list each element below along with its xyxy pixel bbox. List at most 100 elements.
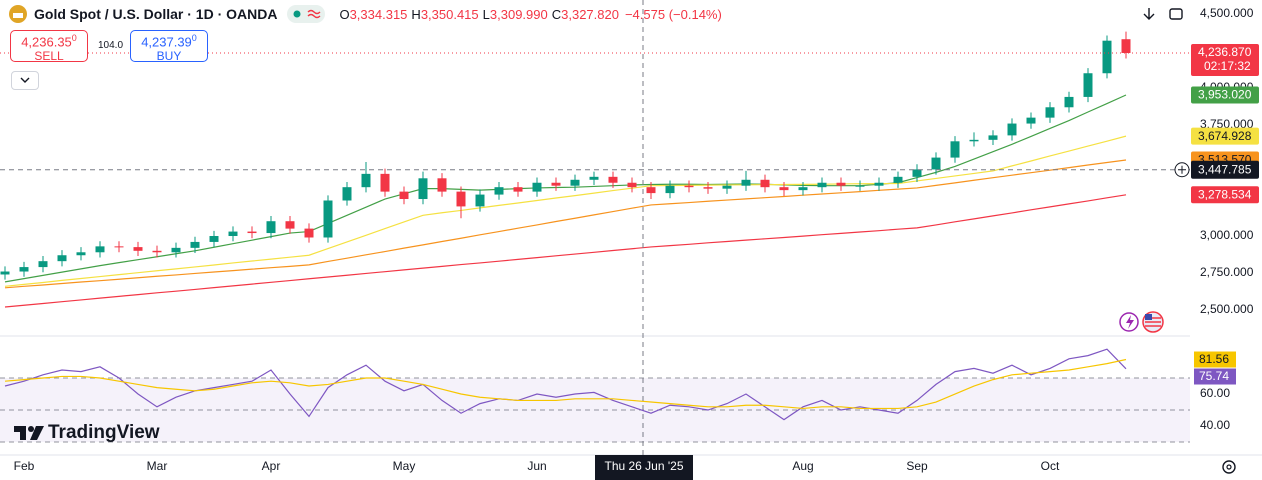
candle-body (380, 173, 390, 192)
candle-body (1121, 39, 1131, 53)
brand-dot (28, 426, 34, 432)
candle-body (0, 271, 10, 275)
x-tick-label: Feb (14, 459, 35, 473)
ma-value-label: 3,953.020 (1198, 88, 1252, 102)
approx-glyph (307, 9, 321, 19)
ohlc-values: O3,334.315 H3,350.415 L3,309.990 C3,327.820 (335, 6, 619, 22)
ohlc-key: O (339, 7, 350, 22)
symbol-title[interactable]: Gold Spot / U.S. Dollar · 1D · OANDA (34, 6, 278, 22)
flag-canton (1145, 314, 1152, 320)
sell-price-row: 4,236.350 (11, 33, 87, 49)
price-change: −4.575 (−0.14%) (624, 6, 722, 22)
candle-body (722, 185, 732, 189)
buy-price-sup: 0 (191, 33, 197, 43)
brand-v (30, 426, 44, 440)
candle-body (703, 187, 713, 189)
chevron-path (20, 77, 30, 83)
symbol-icon (9, 5, 27, 23)
spread: 104.0 (98, 40, 124, 51)
candle-body (1007, 123, 1017, 136)
ma-value-label: 3,674.928 (1198, 129, 1252, 143)
candle-body (1064, 96, 1074, 108)
chevron (20, 77, 30, 83)
rsi-value-label-box (1194, 368, 1236, 385)
indicator-line (4, 135, 1127, 287)
candle-body (304, 228, 314, 238)
ma-value-label: 3,278.534 (1198, 187, 1252, 201)
candle-body (456, 191, 466, 207)
ma-value-label-box (1191, 186, 1259, 204)
candle-body (38, 261, 48, 268)
brand-logo: TradingView (14, 422, 160, 444)
symbol-header: Gold Spot / U.S. Dollar · 1D · OANDA O3,… (8, 4, 722, 24)
sell-button[interactable]: 4,236.350 SELL (10, 30, 88, 63)
collapse-toggle[interactable] (11, 71, 39, 90)
candle-body (323, 200, 333, 238)
candle-body (209, 236, 219, 242)
ohlc-value: 3,334.315 (349, 7, 408, 22)
gear-outer[interactable] (1222, 460, 1236, 474)
sell-price-sup: 0 (71, 33, 77, 43)
ohlc-value: 3,350.415 (420, 7, 479, 22)
buy-button[interactable]: 4,237.390 BUY (130, 30, 208, 63)
indicator-line (4, 348, 1127, 421)
candle-body (798, 187, 808, 191)
y-tick-label: 3,000.000 (1200, 228, 1254, 242)
candle-body (855, 185, 865, 187)
sell-price: 4,236.35 (21, 34, 72, 50)
x-tick-label: Aug (792, 459, 813, 473)
candle-body (342, 187, 352, 201)
candle-body (361, 173, 371, 188)
brand-t (14, 426, 26, 440)
candle-body (1102, 40, 1112, 74)
brand-name: TradingView (48, 422, 160, 443)
indicator-line (4, 159, 1127, 289)
candle-body (114, 246, 124, 248)
countdown-label: 02:17:32 (1204, 59, 1251, 73)
candle-body (494, 187, 504, 195)
candle-body (931, 157, 941, 170)
candle-body (190, 241, 200, 248)
candle-body (627, 182, 637, 188)
candle-body (836, 182, 846, 186)
crosshair-date-box (595, 455, 693, 480)
settings-icon[interactable] (1222, 460, 1236, 474)
y-tick-label: 2,750.000 (1200, 265, 1254, 279)
fullscreen-icon[interactable] (1169, 8, 1183, 20)
candle-body (247, 231, 257, 234)
crosshair-price-box (1191, 160, 1259, 179)
ohlc-value: 3,327.820 (561, 7, 619, 22)
download-icon[interactable] (1143, 8, 1155, 20)
candle-body (76, 252, 86, 256)
rsi-value-label-box (1194, 351, 1236, 368)
x-tick-label: Apr (262, 459, 281, 473)
crosshair-add-glyph (1178, 165, 1186, 174)
candle-body (893, 176, 903, 183)
x-tick-label: Mar (147, 459, 168, 473)
y-tick-label: 40.00 (1200, 418, 1230, 432)
ma-value-label-box (1191, 127, 1259, 145)
ohlc-key: H (411, 7, 421, 22)
rsi-value-label: 75.74 (1199, 369, 1229, 383)
indicator-line (4, 358, 1127, 410)
candle-body (608, 176, 618, 183)
x-tick-label: Sep (906, 459, 928, 473)
candle-body (399, 191, 409, 200)
candle-body (418, 178, 428, 200)
candle-body (285, 221, 295, 229)
candle-body (570, 179, 580, 186)
candle-body (532, 182, 542, 192)
buy-price: 4,237.39 (141, 34, 192, 50)
toolbar-icons[interactable] (1143, 8, 1183, 20)
ma-value-label-box (1191, 86, 1259, 104)
candle-body (912, 169, 922, 177)
candle-body (57, 255, 67, 262)
indicator-line (4, 194, 1127, 308)
crosshair-price-label: 3,447.785 (1198, 162, 1252, 176)
indicator-icons[interactable] (1119, 311, 1164, 333)
status-pill[interactable] (287, 5, 326, 23)
candle-body (741, 179, 751, 186)
ohlc-key: L (482, 7, 490, 22)
candle-body (684, 185, 694, 188)
candle-body (874, 182, 884, 186)
